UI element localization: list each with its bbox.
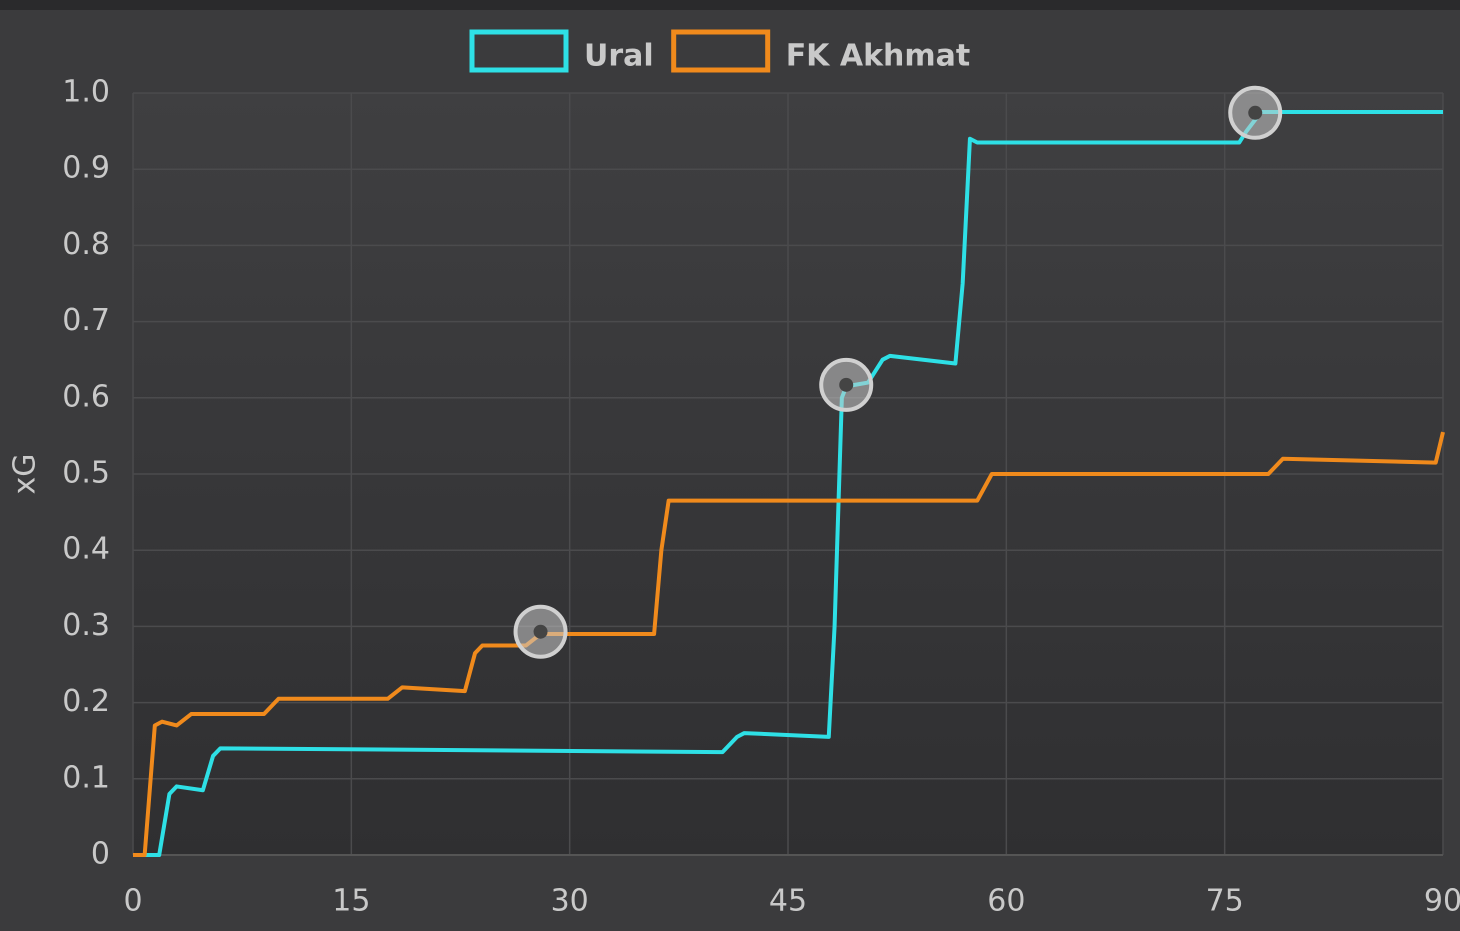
- legend-swatch: [671, 29, 771, 73]
- y-tick-label: 0.3: [62, 608, 110, 643]
- x-tick-label: 45: [769, 884, 807, 919]
- y-tick-label: 0.8: [62, 227, 110, 262]
- x-tick-label: 15: [332, 884, 370, 919]
- y-tick-label: 1.0: [62, 75, 110, 110]
- x-tick-label: 30: [551, 884, 589, 919]
- x-tick-label: 60: [987, 884, 1025, 919]
- y-tick-label: 0.9: [62, 151, 110, 186]
- y-tick-label: 0.1: [62, 760, 110, 795]
- y-axis-label: xG: [8, 453, 43, 494]
- series-line: [133, 431, 1445, 857]
- goal-marker-center: [839, 377, 854, 392]
- goal-marker-center: [533, 624, 548, 639]
- goal-marker-center: [1248, 105, 1263, 120]
- y-tick-label: 0.7: [62, 303, 110, 338]
- y-tick-label: 0.6: [62, 379, 110, 414]
- legend-label: Ural: [584, 39, 654, 74]
- y-tick-label: 0: [91, 837, 110, 872]
- legend-swatch: [469, 29, 569, 73]
- x-tick-label: 0: [123, 884, 142, 919]
- x-tick-label: 90: [1424, 884, 1460, 919]
- legend-label: FK Akhmat: [786, 39, 971, 74]
- x-tick-label: 75: [1206, 884, 1244, 919]
- y-tick-label: 0.5: [62, 456, 110, 491]
- top-bar: [0, 0, 1460, 10]
- y-tick-label: 0.4: [62, 532, 110, 567]
- y-tick-label: 0.2: [62, 684, 110, 719]
